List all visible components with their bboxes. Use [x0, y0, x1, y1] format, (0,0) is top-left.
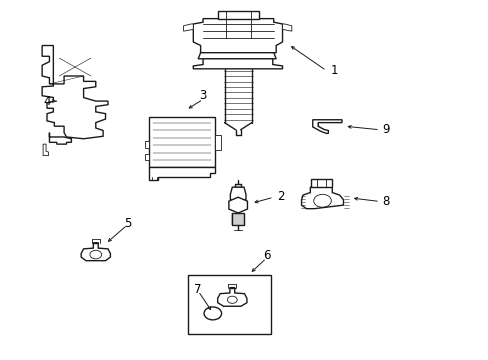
Text: 6: 6 — [262, 249, 270, 262]
Bar — [215, 135, 221, 149]
Bar — [311, 179, 331, 187]
Polygon shape — [42, 45, 108, 139]
Polygon shape — [183, 24, 193, 31]
Polygon shape — [217, 288, 246, 306]
Text: 3: 3 — [199, 89, 206, 102]
Bar — [217, 11, 259, 19]
Text: 9: 9 — [382, 123, 389, 136]
Polygon shape — [43, 144, 48, 156]
Bar — [149, 117, 215, 167]
Polygon shape — [144, 141, 149, 148]
Text: 7: 7 — [194, 283, 202, 296]
Text: 4: 4 — [43, 95, 51, 108]
Bar — [188, 275, 271, 334]
Polygon shape — [312, 120, 341, 134]
Polygon shape — [301, 187, 343, 209]
Polygon shape — [231, 213, 244, 225]
Polygon shape — [198, 53, 276, 59]
Text: 5: 5 — [123, 216, 131, 230]
Polygon shape — [49, 133, 71, 144]
Text: 1: 1 — [330, 64, 338, 77]
Polygon shape — [144, 154, 149, 160]
Polygon shape — [193, 19, 282, 53]
Polygon shape — [230, 187, 245, 200]
Text: 8: 8 — [382, 195, 389, 208]
Text: 2: 2 — [277, 190, 284, 203]
Polygon shape — [228, 197, 247, 213]
Polygon shape — [282, 24, 291, 31]
Polygon shape — [149, 167, 215, 180]
Polygon shape — [193, 59, 282, 69]
Polygon shape — [81, 243, 110, 261]
